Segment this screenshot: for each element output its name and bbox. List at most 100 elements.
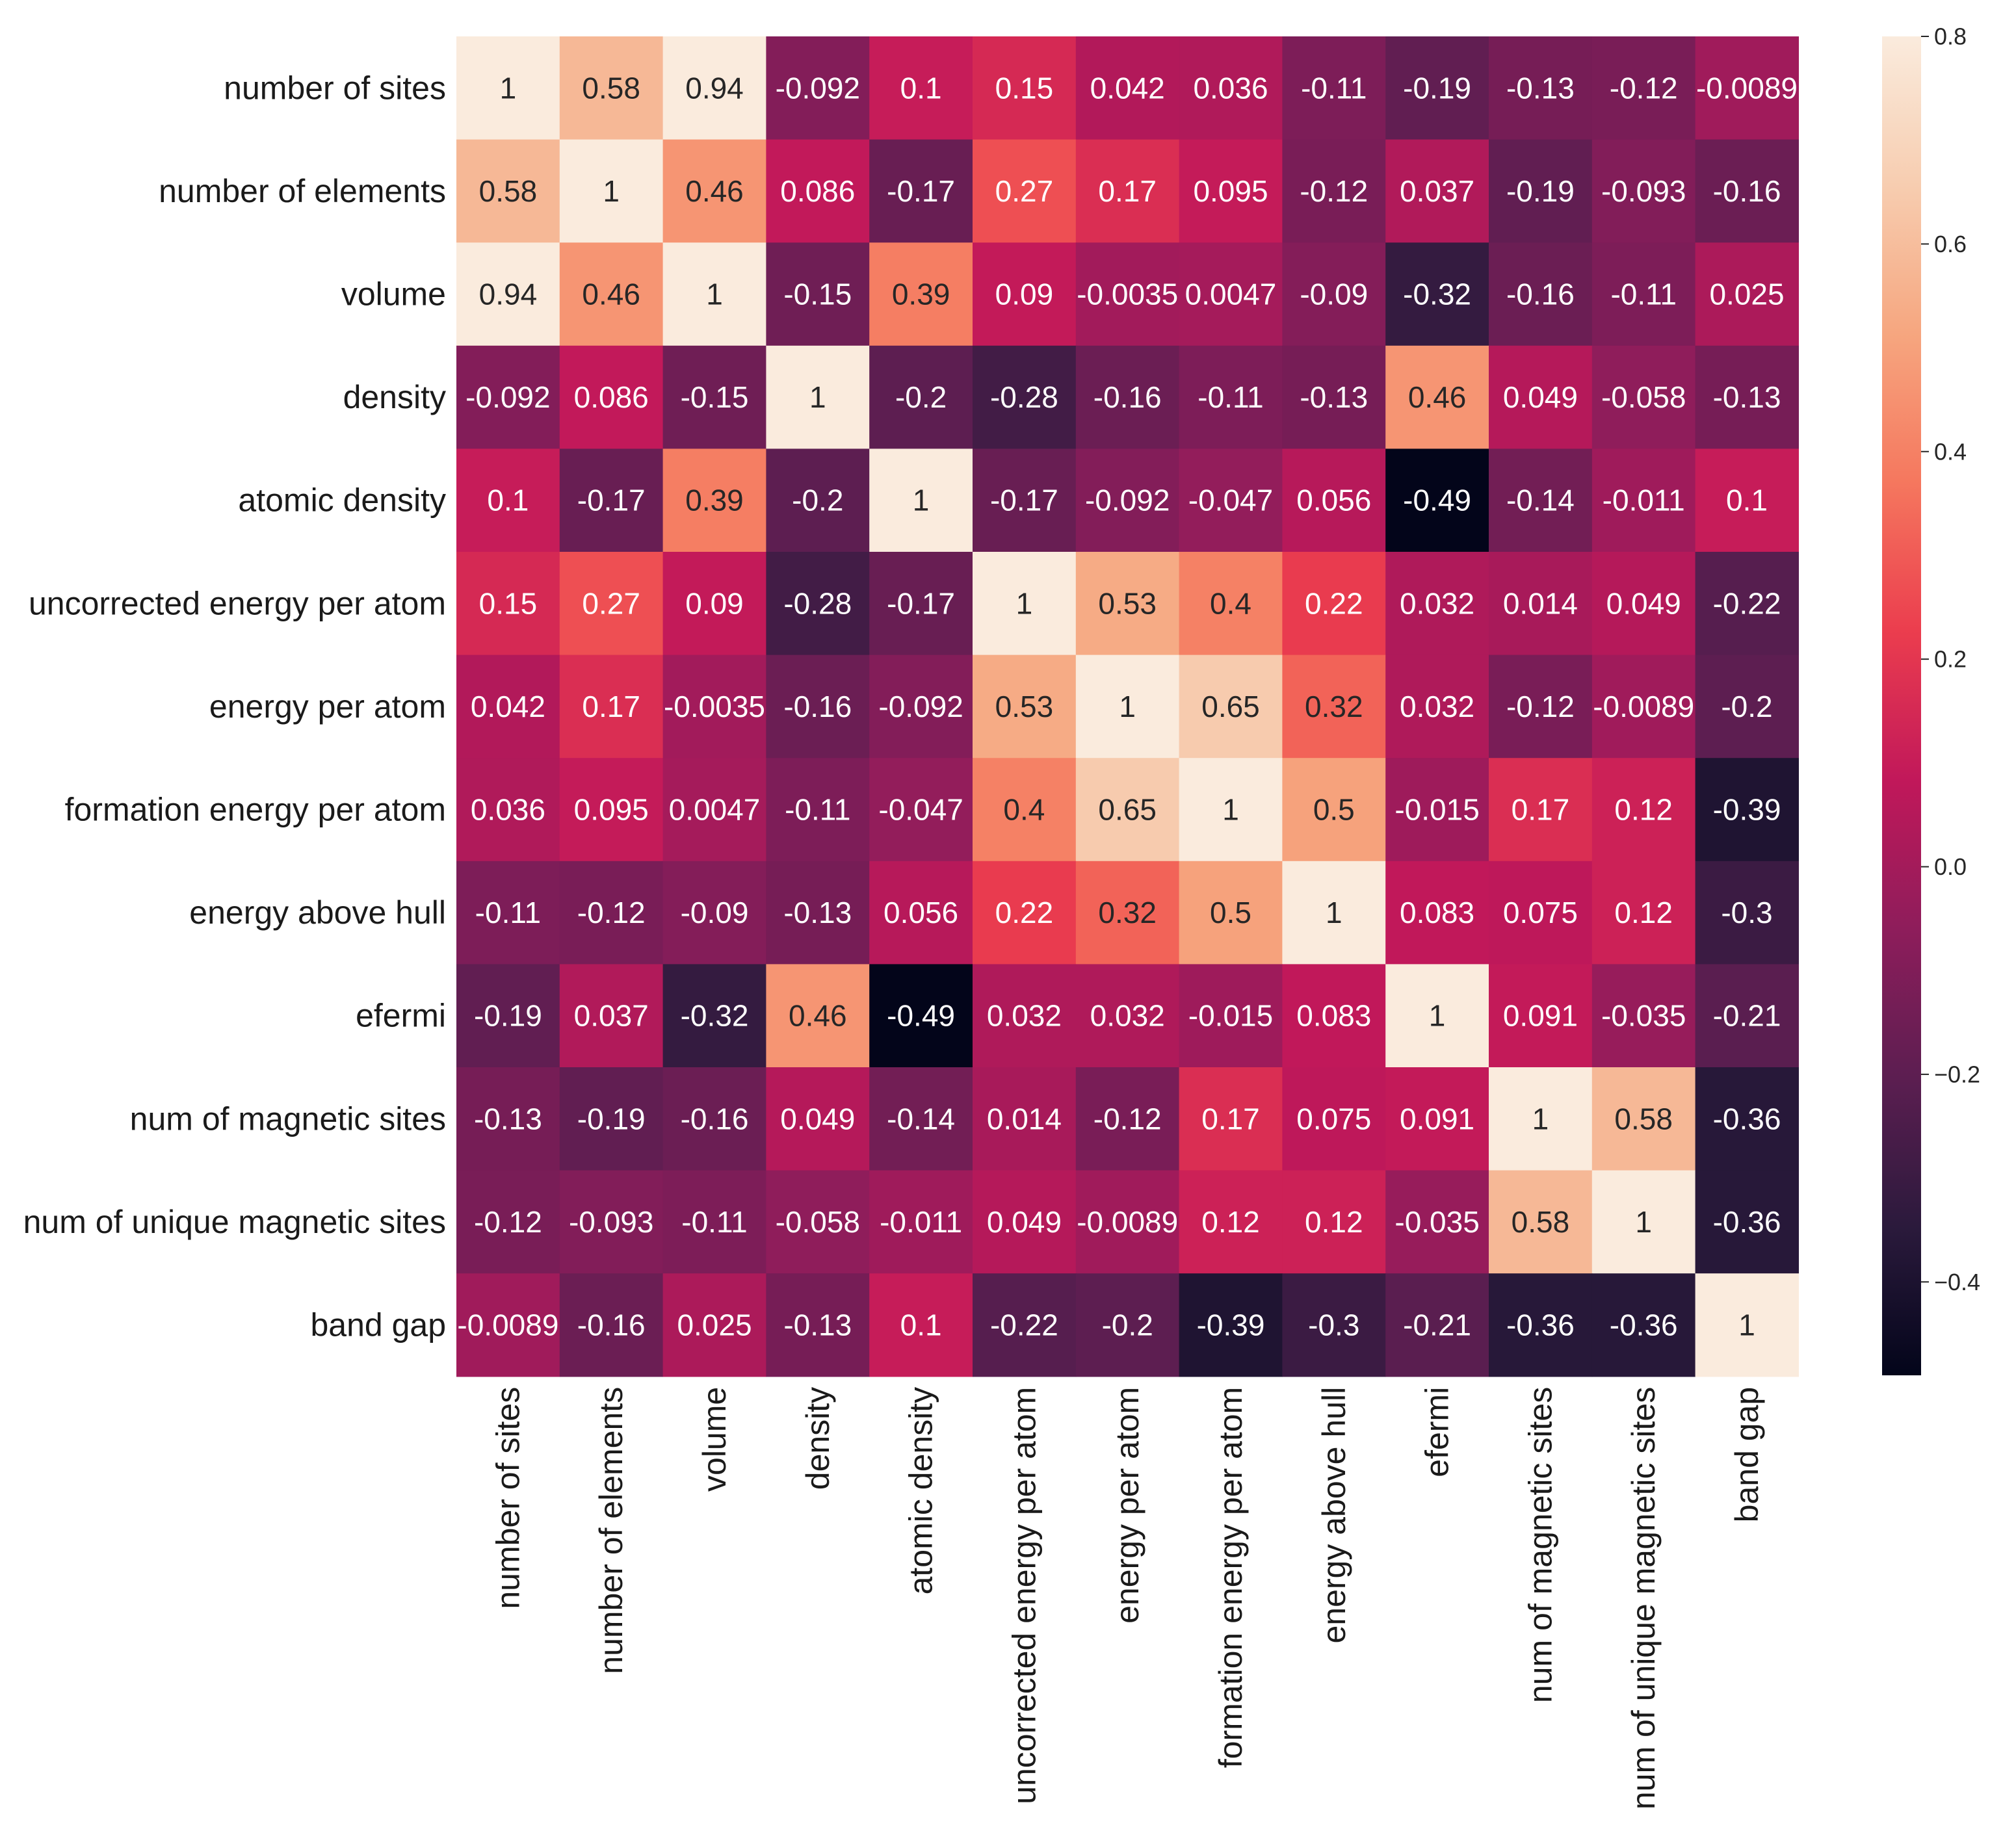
heatmap-cell-value: -0.0089 (1696, 71, 1798, 105)
x-tick-uncorrected-energy-per-atom: uncorrected energy per atom (1006, 1387, 1042, 1804)
y-tick-number-of-elements: number of elements (159, 173, 446, 209)
heatmap-cell (869, 345, 973, 449)
heatmap-cell (1282, 139, 1386, 243)
heatmap-cell (662, 36, 766, 140)
heatmap-cell (1695, 242, 1799, 346)
heatmap-cell-value: 0.94 (685, 71, 744, 105)
heatmap-cell (662, 139, 766, 243)
heatmap-cell-value: 0.46 (685, 174, 744, 208)
heatmap-cell-value: -0.19 (1506, 174, 1575, 208)
heatmap-cell (1591, 1067, 1696, 1171)
y-tick-density: density (343, 379, 446, 415)
heatmap-cell (869, 448, 973, 552)
x-tick-atomic-density: atomic density (903, 1387, 939, 1595)
heatmap-cell (1489, 242, 1593, 346)
heatmap-cell-value: -0.092 (465, 380, 550, 414)
heatmap-cell (456, 1273, 560, 1377)
heatmap-cell-value: -0.09 (1300, 278, 1368, 311)
heatmap-cell (1695, 552, 1799, 656)
heatmap-cell-value: 0.025 (677, 1308, 752, 1342)
heatmap-cell-value: 0.17 (1201, 1102, 1260, 1135)
heatmap-cell (1591, 345, 1696, 449)
heatmap-cell (559, 552, 664, 656)
heatmap-cell (869, 1273, 973, 1377)
heatmap-cell-value: 0.4 (1210, 586, 1251, 620)
heatmap-cell (1385, 139, 1489, 243)
heatmap-cell-value: -0.16 (1093, 380, 1162, 414)
heatmap-cell (1179, 552, 1283, 656)
heatmap-cell-value: -0.12 (1300, 174, 1368, 208)
heatmap-cell (1385, 36, 1489, 140)
heatmap-cell-value: -0.13 (1713, 380, 1781, 414)
heatmap-cell (1282, 758, 1386, 862)
heatmap-cell (662, 1170, 766, 1274)
heatmap-cell (1695, 448, 1799, 552)
heatmap-cell (1075, 758, 1180, 862)
heatmap-cell (869, 1067, 973, 1171)
heatmap-cell (1385, 345, 1489, 449)
heatmap-cell (1282, 1170, 1386, 1274)
heatmap-cell-value: 0.46 (1408, 380, 1467, 414)
heatmap-cell-value: -0.36 (1506, 1308, 1575, 1342)
heatmap-cell-value: 0.036 (471, 793, 545, 827)
heatmap-cell-value: 0.042 (1090, 71, 1165, 105)
heatmap-cell-value: 0.58 (582, 71, 640, 105)
heatmap-cell (456, 552, 560, 656)
heatmap-cell (766, 1170, 870, 1274)
heatmap-cell (559, 1273, 664, 1377)
heatmap-cell-value: 0.014 (1503, 586, 1578, 620)
heatmap-cell (973, 552, 1077, 656)
heatmap-cell-value: -0.39 (1713, 793, 1781, 827)
heatmap-cell-value: -0.21 (1713, 999, 1781, 1033)
heatmap-cell-value: -0.17 (577, 484, 646, 517)
heatmap-cell-value: 0.39 (892, 278, 950, 311)
heatmap-cell (1075, 448, 1180, 552)
heatmap-cell (1075, 1273, 1180, 1377)
heatmap-cell-value: -0.12 (1506, 690, 1575, 723)
heatmap-cell (456, 1170, 560, 1274)
heatmap-cell-value: 1 (809, 380, 826, 414)
heatmap-cell-value: -0.11 (681, 1205, 747, 1239)
heatmap-cell (1075, 36, 1180, 140)
heatmap-cell (662, 1067, 766, 1171)
heatmap-cell (1695, 655, 1799, 759)
heatmap-cell-value: -0.3 (1308, 1308, 1359, 1342)
heatmap-cell-value: -0.11 (1198, 380, 1263, 414)
heatmap-cell-value: -0.12 (577, 896, 646, 929)
heatmap-cell-value: 0.09 (685, 586, 744, 620)
heatmap-cell (559, 36, 664, 140)
heatmap-cell (456, 758, 560, 862)
heatmap-cell-value: -0.058 (1601, 380, 1686, 414)
heatmap-cell-value: 0.5 (1210, 896, 1251, 929)
heatmap-cell (1695, 861, 1799, 965)
heatmap-cell-value: 0.083 (1296, 999, 1371, 1033)
heatmap-cell (973, 655, 1077, 759)
heatmap-cell-value: 0.1 (900, 71, 942, 105)
heatmap-cell-value: -0.13 (1506, 71, 1575, 105)
heatmap-cell (869, 552, 973, 656)
heatmap-cell (1282, 448, 1386, 552)
heatmap-cell (973, 448, 1077, 552)
heatmap-cell (456, 345, 560, 449)
heatmap-cell (559, 1067, 664, 1171)
heatmap-cell (766, 242, 870, 346)
heatmap-cell-value: 0.53 (995, 690, 1054, 723)
heatmap-cell-value: 0.042 (471, 690, 545, 723)
heatmap-cell (559, 861, 664, 965)
heatmap-cell (456, 655, 560, 759)
heatmap-cell (1695, 1273, 1799, 1377)
heatmap-cell (1179, 345, 1283, 449)
heatmap-cell (1695, 758, 1799, 862)
heatmap-cell (1179, 139, 1283, 243)
heatmap-cell-value: -0.092 (878, 690, 963, 723)
heatmap-cell-value: -0.0035 (1077, 278, 1178, 311)
heatmap-cell (1695, 139, 1799, 243)
heatmap-cell (766, 448, 870, 552)
heatmap-cell-value: 0.22 (995, 896, 1054, 929)
heatmap-cell (1591, 448, 1696, 552)
heatmap-cell (1385, 1067, 1489, 1171)
heatmap-cell (1179, 36, 1283, 140)
heatmap-cell-value: -0.13 (474, 1102, 542, 1135)
heatmap-cell (1385, 1273, 1489, 1377)
